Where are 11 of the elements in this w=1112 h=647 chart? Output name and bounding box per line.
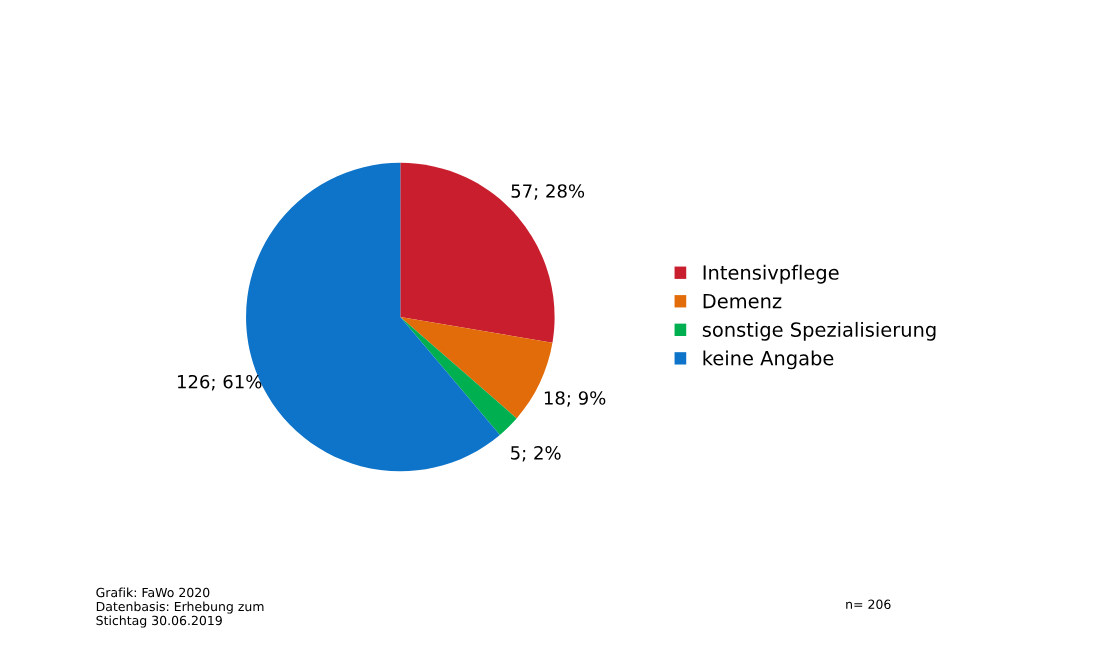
text: n= 206	[846, 599, 891, 609]
data-label: 5; 2%	[511, 446, 561, 462]
legend-label: Intensivpflege	[703, 264, 839, 284]
data-label: 57; 28%	[511, 184, 585, 200]
pie-slice	[400, 317, 517, 435]
legend-label: keine Angabe	[703, 350, 834, 370]
legend-label: sonstige Spezialisierung	[702, 321, 936, 341]
data-label: 18; 9%	[544, 391, 606, 407]
legend-label: Demenz	[703, 293, 782, 309]
data-label: 126; 61%	[177, 374, 262, 391]
text: Grafik: FaWo 2020 Datenbasis: Erhebung zum Stichtag 30.06.2019	[96, 587, 264, 628]
